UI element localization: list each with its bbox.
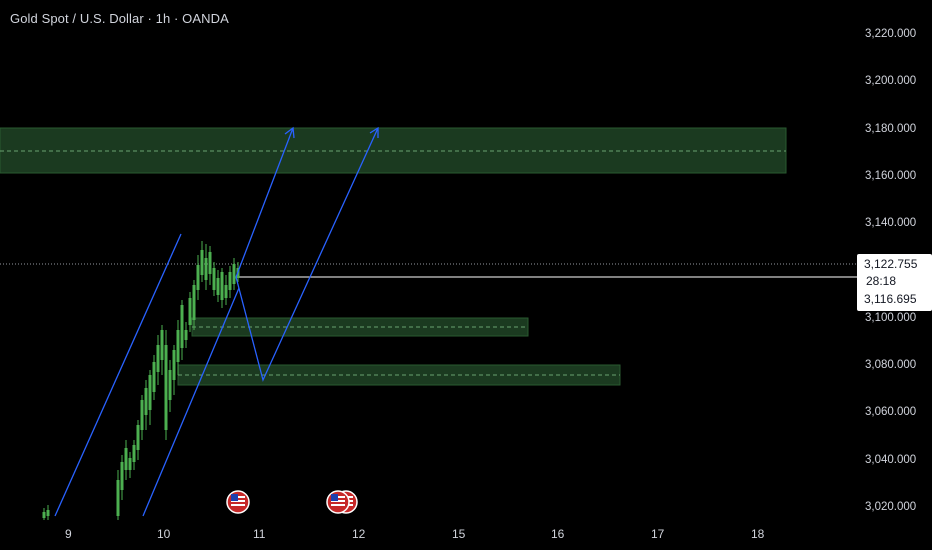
us-flag-icon[interactable] [226,490,250,514]
candle-body [196,265,200,290]
candle-countdown: 28:18 [866,274,896,288]
channel-line-upper[interactable] [54,233,182,517]
candle-body [224,285,228,298]
candle-body [232,264,236,284]
price-tick: 3,060.000 [865,406,916,418]
candle-body [124,448,128,470]
price-tick: 3,020.000 [865,501,916,513]
time-tick: 12 [352,527,366,541]
candle-body [156,345,160,372]
candle-body [228,272,232,290]
candles [42,241,240,520]
candle-body [164,345,168,430]
current-price-tag[interactable]: 3,122.755 28:18 3,116.695 [857,254,932,311]
price-tick: 3,080.000 [865,359,916,371]
candle-body [160,330,164,360]
candle-body [220,272,224,300]
time-tick: 10 [157,527,171,541]
price-tick: 3,140.000 [865,217,916,229]
candle-body [132,445,136,462]
time-scale[interactable]: 9 10 11 12 15 16 17 18 [65,527,765,541]
supply-zones [0,127,787,386]
time-tick: 17 [651,527,665,541]
candle-body [152,362,156,392]
candle-body [200,250,204,275]
price-tick: 3,160.000 [865,170,916,182]
candle-body [120,462,124,490]
candle-body [168,370,172,400]
price-scale[interactable]: 3,220.000 3,200.000 3,180.000 3,160.000 … [865,28,916,513]
us-flag-icon[interactable] [326,490,350,514]
time-tick: 18 [751,527,765,541]
time-tick: 15 [452,527,466,541]
candle-body [204,258,208,280]
candle-body [46,510,50,516]
candle-body [188,298,192,325]
drawings[interactable] [54,126,379,517]
candle-body [136,425,140,450]
channel-line-lower[interactable] [142,287,240,517]
candle-body [208,252,212,274]
chart-title: Gold Spot / U.S. Dollar · 1h · OANDA [10,11,229,26]
candle-body [176,330,180,362]
price-tick: 3,100.000 [865,312,916,324]
price-tick: 3,180.000 [865,123,916,135]
time-tick: 11 [253,527,266,541]
secondary-price: 3,116.695 [864,292,917,306]
current-price: 3,122.755 [864,257,918,271]
candle-body [140,400,144,430]
event-markers[interactable] [226,490,358,514]
price-tick: 3,220.000 [865,28,916,40]
time-tick: 16 [551,527,565,541]
candle-body [184,330,188,340]
candle-body [216,278,220,295]
candle-body [180,305,184,348]
time-tick: 9 [65,527,72,541]
projection-arrowhead-2 [369,126,379,138]
candle-body [144,388,148,415]
candle-body [172,350,176,380]
candle-body [192,285,196,320]
candle-body [148,375,152,410]
price-tick: 3,040.000 [865,454,916,466]
candle-body [212,268,216,290]
candle-body [128,458,132,470]
candle-body [42,512,46,518]
projection-path-2[interactable] [235,127,379,382]
projection-arrowhead-1 [284,126,295,139]
projection-path-1[interactable] [235,127,294,278]
candle-body [116,480,120,516]
price-tick: 3,200.000 [865,75,916,87]
